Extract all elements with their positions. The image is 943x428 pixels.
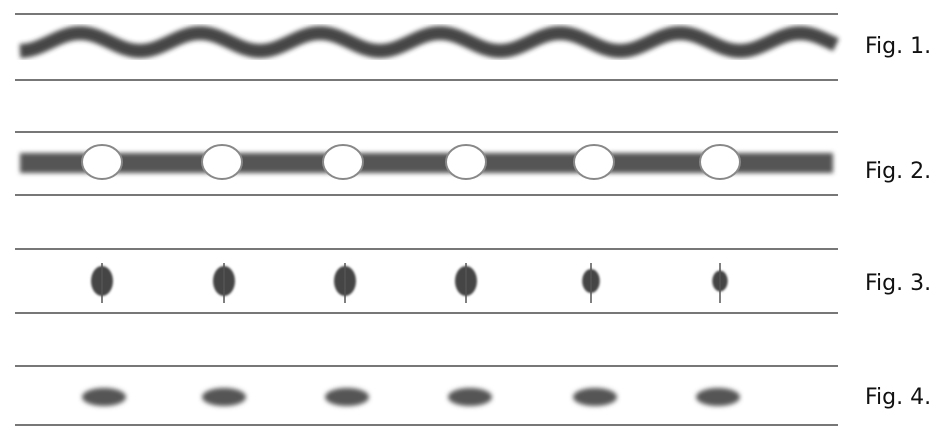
figure-label: Fig. 3. — [865, 271, 931, 296]
lump — [696, 388, 740, 406]
node — [81, 144, 123, 180]
figure-label: Fig. 4. — [865, 385, 931, 410]
node — [699, 144, 741, 180]
node — [322, 144, 364, 180]
node — [445, 144, 487, 180]
figure-label: Fig. 1. — [865, 34, 931, 59]
lump — [82, 388, 126, 406]
node — [201, 144, 243, 180]
figure-label: Fig. 2. — [865, 159, 931, 184]
lump — [325, 388, 369, 406]
lump — [202, 388, 246, 406]
lump — [573, 388, 617, 406]
lump — [448, 388, 492, 406]
node — [573, 144, 615, 180]
wave — [19, 25, 840, 59]
